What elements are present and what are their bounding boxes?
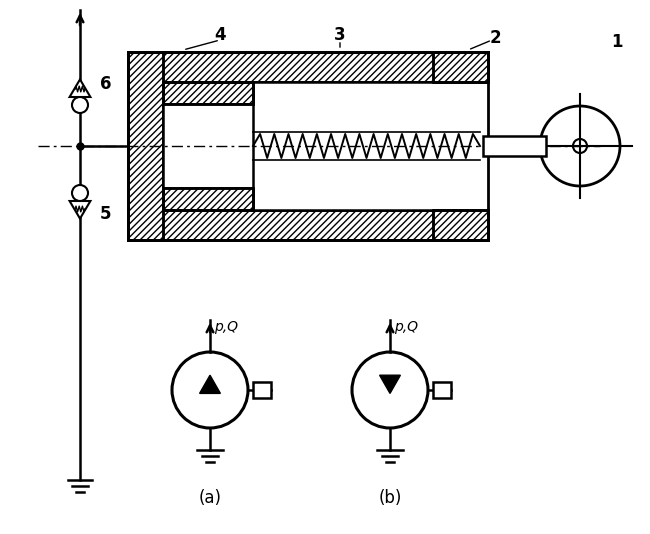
Bar bbox=[433, 210, 488, 240]
Text: p,Q: p,Q bbox=[214, 320, 238, 334]
Bar bbox=[128, 52, 163, 240]
Polygon shape bbox=[70, 80, 90, 97]
Bar bbox=[128, 52, 163, 240]
Bar bbox=[128, 52, 488, 82]
Text: (a): (a) bbox=[198, 489, 222, 507]
Circle shape bbox=[352, 352, 428, 428]
Bar bbox=[163, 82, 488, 210]
Polygon shape bbox=[70, 201, 90, 218]
Circle shape bbox=[573, 139, 587, 153]
Circle shape bbox=[172, 352, 248, 428]
Bar bbox=[433, 210, 488, 240]
Bar bbox=[163, 188, 253, 210]
Bar bbox=[433, 52, 488, 82]
Bar bbox=[163, 82, 253, 104]
Polygon shape bbox=[380, 375, 400, 394]
Bar bbox=[128, 210, 488, 240]
Text: 2: 2 bbox=[490, 29, 502, 47]
Bar bbox=[163, 188, 253, 210]
Bar bbox=[163, 82, 253, 104]
Text: 6: 6 bbox=[100, 75, 112, 93]
Text: 3: 3 bbox=[334, 26, 346, 44]
Text: 5: 5 bbox=[100, 205, 112, 223]
Text: p,Q: p,Q bbox=[394, 320, 418, 334]
Circle shape bbox=[72, 185, 88, 201]
Polygon shape bbox=[200, 375, 220, 394]
Bar bbox=[483, 136, 546, 156]
Bar bbox=[433, 52, 488, 82]
Circle shape bbox=[72, 97, 88, 113]
Text: 1: 1 bbox=[611, 33, 623, 51]
Text: (b): (b) bbox=[378, 489, 402, 507]
Circle shape bbox=[540, 106, 620, 186]
Bar bbox=[253, 382, 271, 398]
Text: 4: 4 bbox=[214, 26, 226, 44]
Bar bbox=[433, 382, 451, 398]
Bar bbox=[128, 210, 488, 240]
Bar bbox=[128, 52, 488, 82]
